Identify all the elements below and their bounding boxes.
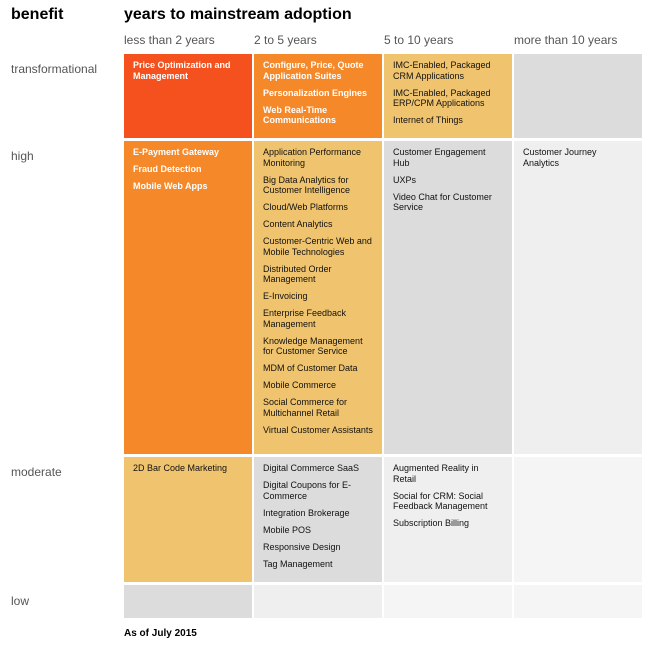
technology-item: Personalization Engines	[263, 87, 368, 98]
column-header-5-to-10-years: 5 to 10 years	[384, 33, 454, 47]
technology-item: 2D Bar Code Marketing	[133, 463, 228, 473]
cell-low-more-than-10-years	[514, 585, 642, 618]
technology-item: Application Performance Monitoring	[263, 147, 362, 168]
cell-high-less-than-2-years: E-Payment Gateway Fraud Detection Mobile W…	[124, 141, 252, 454]
technology-item: Knowledge Management for Customer Servic…	[263, 335, 363, 357]
cell-transformational-5-to-10-years: IMC-Enabled, Packaged CRM Applications IM…	[384, 54, 512, 138]
cell-transformational-2-to-5-years: Configure, Price, Quote Application Suit…	[254, 54, 382, 138]
technology-item: E-Payment Gateway	[133, 147, 220, 157]
adoption-axis-title: years to mainstream adoption	[124, 6, 352, 23]
technology-item: Mobile Web Apps	[133, 181, 208, 191]
technology-item: Content Analytics	[263, 219, 333, 229]
column-header-2-to-5-years: 2 to 5 years	[254, 33, 317, 47]
technology-item: Social Commerce for Multichannel Retail	[263, 397, 348, 418]
column-header-less-than-2-years: less than 2 years	[124, 33, 215, 47]
technology-item: Customer-Centric Web and Mobile Technolo…	[263, 236, 372, 257]
cell-moderate-more-than-10-years	[514, 457, 642, 582]
technology-item: Augmented Reality in Retail	[393, 463, 479, 484]
technology-item: E-Invoicing	[263, 291, 308, 301]
technology-item: Responsive Design	[263, 541, 341, 552]
technology-item: Mobile POS	[263, 524, 312, 535]
cell-transformational-more-than-10-years	[514, 54, 642, 138]
technology-item: MDM of Customer Data	[263, 363, 358, 373]
technology-item: Configure, Price, Quote Application Suit…	[263, 60, 364, 81]
technology-item: Mobile Commerce	[263, 380, 337, 390]
technology-item: Tag Management	[263, 558, 333, 569]
cell-low-less-than-2-years	[124, 585, 252, 618]
technology-item: Fraud Detection	[133, 164, 202, 174]
cell-moderate-2-to-5-years: Digital Commerce SaaS Digital Coupons for…	[254, 457, 382, 582]
cell-high-more-than-10-years: Customer Journey Analytics	[514, 141, 642, 454]
technology-item: Social for CRM: Social Feedback Manageme…	[393, 490, 488, 512]
technology-item: Subscription Billing	[393, 518, 470, 528]
row-header-moderate: moderate	[11, 465, 62, 479]
cell-low-5-to-10-years	[384, 585, 512, 618]
row-header-transformational: transformational	[11, 62, 98, 76]
cell-high-2-to-5-years: Application Performance Monitoring Big Da…	[254, 141, 382, 454]
cell-transformational-less-than-2-years: Price Optimization and Management	[124, 54, 252, 138]
row-header-high: high	[11, 149, 34, 163]
cell-high-5-to-10-years: Customer Engagement Hub UXPs Video Chat fo…	[384, 141, 512, 454]
technology-item: Distributed Order Management	[263, 263, 332, 285]
technology-item: Cloud/Web Platforms	[263, 202, 348, 212]
technology-item: Video Chat for Customer Service	[393, 191, 492, 213]
technology-item: Internet of Things	[393, 115, 463, 125]
technology-item: Big Data Analytics for Customer Intellig…	[263, 174, 351, 196]
column-header-more-than-10-years: more than 10 years	[514, 33, 618, 47]
technology-item: Virtual Customer Assistants	[263, 424, 373, 435]
benefit-axis-title: benefit	[11, 6, 64, 23]
technology-item: Digital Coupons for E-Commerce	[263, 480, 352, 501]
technology-item: Price Optimization and Management	[133, 60, 231, 81]
technology-item: Customer Engagement Hub	[393, 147, 486, 168]
technology-item: Web Real-Time Communications	[263, 104, 337, 126]
row-header-low: low	[11, 594, 30, 608]
technology-item: IMC-Enabled, Packaged CRM Applications	[393, 60, 491, 81]
cell-low-2-to-5-years	[254, 585, 382, 618]
cell-moderate-less-than-2-years: 2D Bar Code Marketing	[124, 457, 252, 582]
technology-item: UXPs	[393, 174, 417, 185]
technology-item: Integration Brokerage	[263, 507, 350, 518]
technology-item: Digital Commerce SaaS	[263, 463, 360, 473]
technology-item: Enterprise Feedback Management	[263, 308, 347, 329]
technology-item: IMC-Enabled, Packaged ERP/CPM Applicatio…	[393, 87, 491, 109]
as-of-date: As of July 2015	[124, 628, 197, 639]
technology-item: Customer Journey Analytics	[523, 147, 597, 168]
cell-moderate-5-to-10-years: Augmented Reality in Retail Social for CR…	[384, 457, 512, 582]
